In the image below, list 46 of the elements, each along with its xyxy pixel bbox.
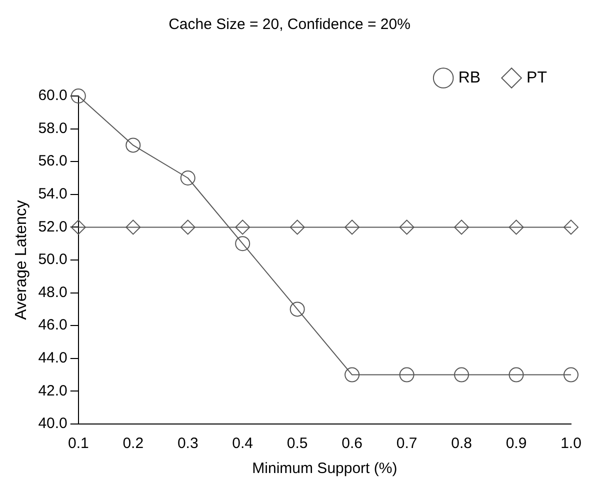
y-tick-label: 52.0 — [38, 218, 68, 236]
point — [290, 302, 305, 317]
x-tick-label: 0.4 — [232, 435, 254, 452]
y-tick-label: 42.0 — [38, 382, 68, 400]
x-tick-label: 0.1 — [68, 435, 89, 452]
y-tick-label: 46.0 — [38, 316, 68, 334]
point — [564, 220, 578, 235]
point — [235, 236, 250, 252]
x-tick-label: 0.6 — [342, 435, 362, 452]
point — [70, 88, 86, 104]
x-tick-label: 0.2 — [122, 435, 144, 452]
x-tick-label: 0.7 — [396, 435, 418, 452]
y-axis-title: Average Latency — [13, 200, 30, 320]
y-tick-label: 58.0 — [38, 120, 68, 137]
point — [344, 220, 360, 235]
chart-title: Cache Size = 20, Confidence = 20% — [168, 16, 410, 34]
point — [508, 220, 524, 235]
y-tick-label: 40.0 — [38, 415, 68, 432]
point — [180, 220, 196, 235]
x-axis-title: Minimum Support (%) — [252, 460, 398, 478]
point — [454, 367, 470, 382]
x-tick-label: 0.3 — [177, 435, 198, 452]
y-tick-label: 60.0 — [38, 87, 68, 104]
point — [399, 367, 414, 382]
x-tick-label: 1.0 — [560, 435, 582, 452]
legend-label: RB — [458, 69, 481, 86]
y-tick-label: 54.0 — [38, 186, 68, 203]
point — [344, 367, 360, 382]
point — [235, 220, 250, 235]
x-tick-label: 0.9 — [506, 435, 527, 452]
point — [290, 220, 305, 235]
point — [70, 220, 86, 235]
point — [564, 367, 578, 382]
legend-label: PT — [526, 69, 548, 86]
x-tick-label: 0.8 — [451, 435, 472, 452]
y-tick-label: 50.0 — [38, 251, 68, 268]
point — [126, 220, 141, 235]
point — [126, 138, 141, 153]
point — [454, 220, 470, 235]
y-tick-label: 44.0 — [38, 350, 68, 367]
point — [399, 220, 414, 235]
y-tick-label: 48.0 — [38, 284, 68, 301]
point — [180, 170, 196, 186]
y-tick-label: 56.0 — [38, 152, 68, 170]
x-tick-label: 0.5 — [286, 435, 308, 452]
point — [508, 367, 524, 382]
